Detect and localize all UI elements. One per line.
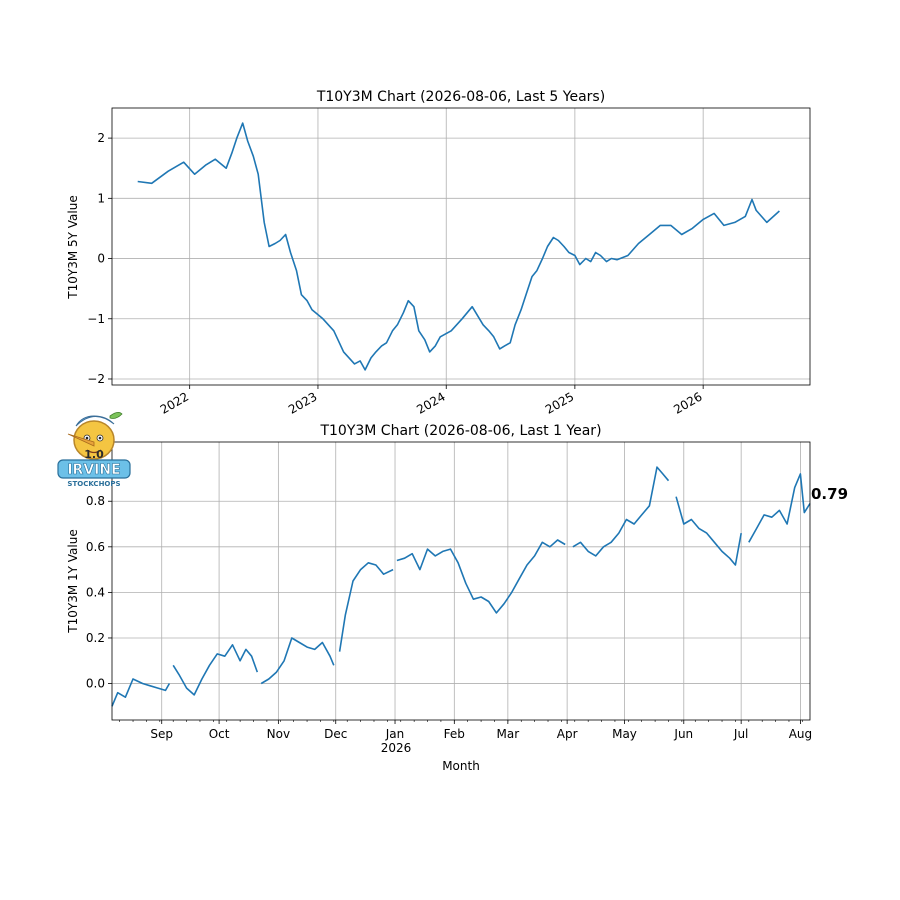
x-tick-label: Mar — [497, 727, 520, 741]
series-line-segment — [396, 539, 566, 614]
x-tick-label: Aug — [789, 727, 812, 741]
x-tick-label: May — [612, 727, 637, 741]
series-line-segment — [572, 466, 670, 557]
chart-title: T10Y3M Chart (2026-08-06, Last 5 Years) — [316, 89, 605, 105]
y-tick-label: 0.4 — [86, 585, 105, 599]
y-tick-label: 0.8 — [86, 494, 105, 508]
y-tick-label: −1 — [87, 312, 105, 326]
grid — [112, 442, 810, 720]
chart-5y: T10Y3M Chart (2026-08-06, Last 5 Years) … — [66, 89, 811, 417]
y-tick-label: 0.0 — [86, 677, 105, 691]
grid — [112, 108, 810, 385]
series-line-segment — [338, 561, 394, 652]
chart-1y: T10Y3M Chart (2026-08-06, Last 1 Year) T… — [66, 423, 848, 773]
series-line-segment — [748, 473, 811, 543]
x-tick-label: Feb — [444, 727, 465, 741]
x-axis-label: Month — [442, 759, 480, 773]
series-group — [137, 122, 780, 371]
y-tick-label: 2 — [97, 131, 105, 145]
x-tick-label: Oct — [209, 727, 230, 741]
series-line-segment — [111, 678, 171, 707]
series-line-segment — [675, 496, 742, 566]
y-tick-label: 0 — [97, 252, 105, 266]
x-tick-label: Jul — [733, 727, 748, 741]
svg-text:IRVINE: IRVINE — [67, 462, 120, 478]
x-tick-label: Dec — [324, 727, 347, 741]
chart-title: T10Y3M Chart (2026-08-06, Last 1 Year) — [319, 423, 601, 439]
x-tick-label: Jan — [385, 727, 405, 741]
y-tick-label: 0.2 — [86, 631, 105, 645]
series-line — [137, 122, 780, 371]
y-tick-label: −2 — [87, 372, 105, 386]
x-tick-label: Nov — [267, 727, 290, 741]
plot-frame — [111, 441, 811, 721]
svg-text:STOCKCHOPS: STOCKCHOPS — [67, 480, 120, 488]
x-year-label: 2026 — [381, 741, 412, 755]
svg-text:1.0: 1.0 — [84, 448, 104, 461]
y-tick-label: 0.6 — [86, 540, 105, 554]
x-tick-label: 2022 — [158, 389, 191, 416]
last-value-label: 0.79 — [811, 485, 848, 503]
plot-frame — [111, 107, 811, 386]
x-tick-label: 2024 — [414, 389, 447, 416]
axis-ticks: 0.0 0.2 0.4 0.6 0.8 Sep Oct Nov Dec Jan Feb Mar Apr M… — [86, 494, 812, 741]
series-line-segment — [260, 637, 335, 685]
y-axis-label: T10Y3M 5Y Value — [66, 195, 80, 299]
x-tick-label: Apr — [557, 727, 578, 741]
y-tick-label: 1 — [97, 191, 105, 205]
axis-ticks: −2 −1 0 1 2 2022 2023 2024 2025 2026 — [87, 131, 704, 417]
y-axis-label: T10Y3M 1Y Value — [66, 529, 80, 633]
mascot-logo: 1.0 IRVINE STOCKCHOPS — [57, 412, 131, 488]
x-tick-label: 2023 — [286, 389, 319, 416]
x-tick-label: 2025 — [543, 389, 576, 416]
series-group — [111, 466, 811, 707]
x-tick-label: 2026 — [671, 389, 704, 416]
x-tick-label: Jun — [673, 727, 693, 741]
x-tick-label: Sep — [150, 727, 173, 741]
series-line-segment — [172, 643, 259, 696]
